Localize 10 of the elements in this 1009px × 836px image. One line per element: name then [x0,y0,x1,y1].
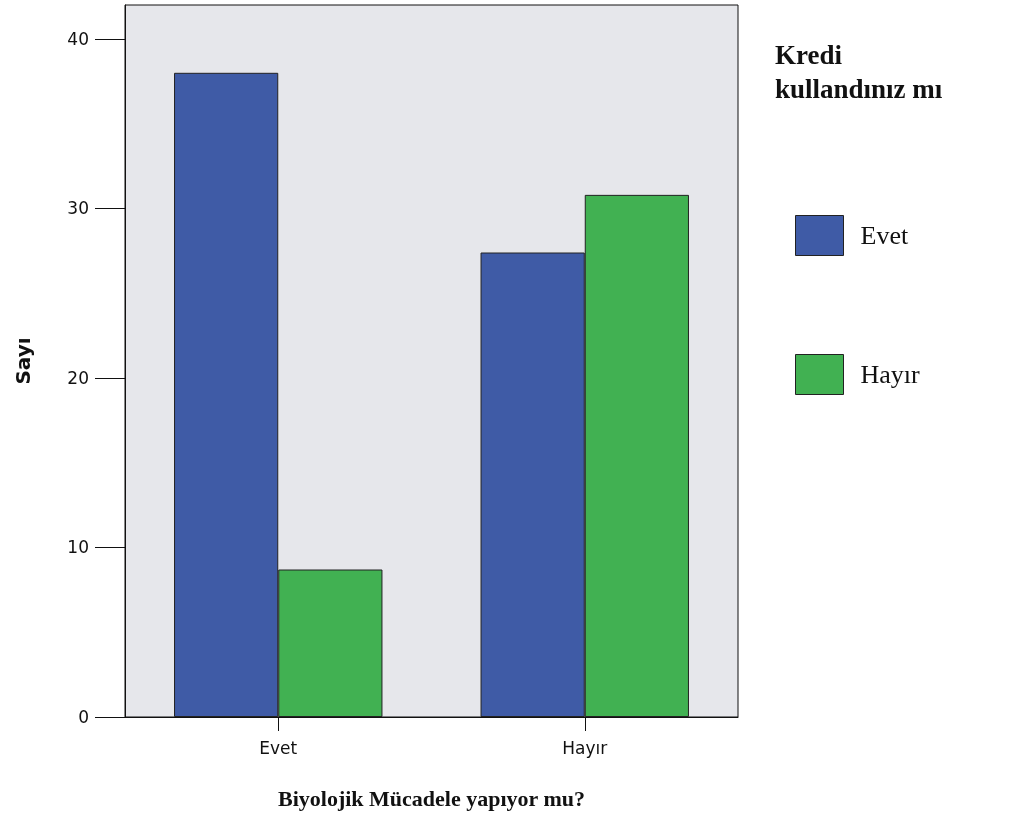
legend-label: Evet [860,221,909,250]
y-tick-label: 10 [67,537,89,558]
y-tick-label: 40 [67,28,89,49]
y-tick-label: 20 [67,367,89,388]
legend-label: Hayır [860,360,921,389]
legend-title: Kredi kullandınız mı [775,40,943,104]
y-tick-label: 30 [67,198,89,219]
x-axis-title: Biyolojik Mücadele yapıyor mu? [278,785,585,811]
y-axis-title: Sayı [11,337,35,385]
y-tick-label: 0 [78,707,89,727]
